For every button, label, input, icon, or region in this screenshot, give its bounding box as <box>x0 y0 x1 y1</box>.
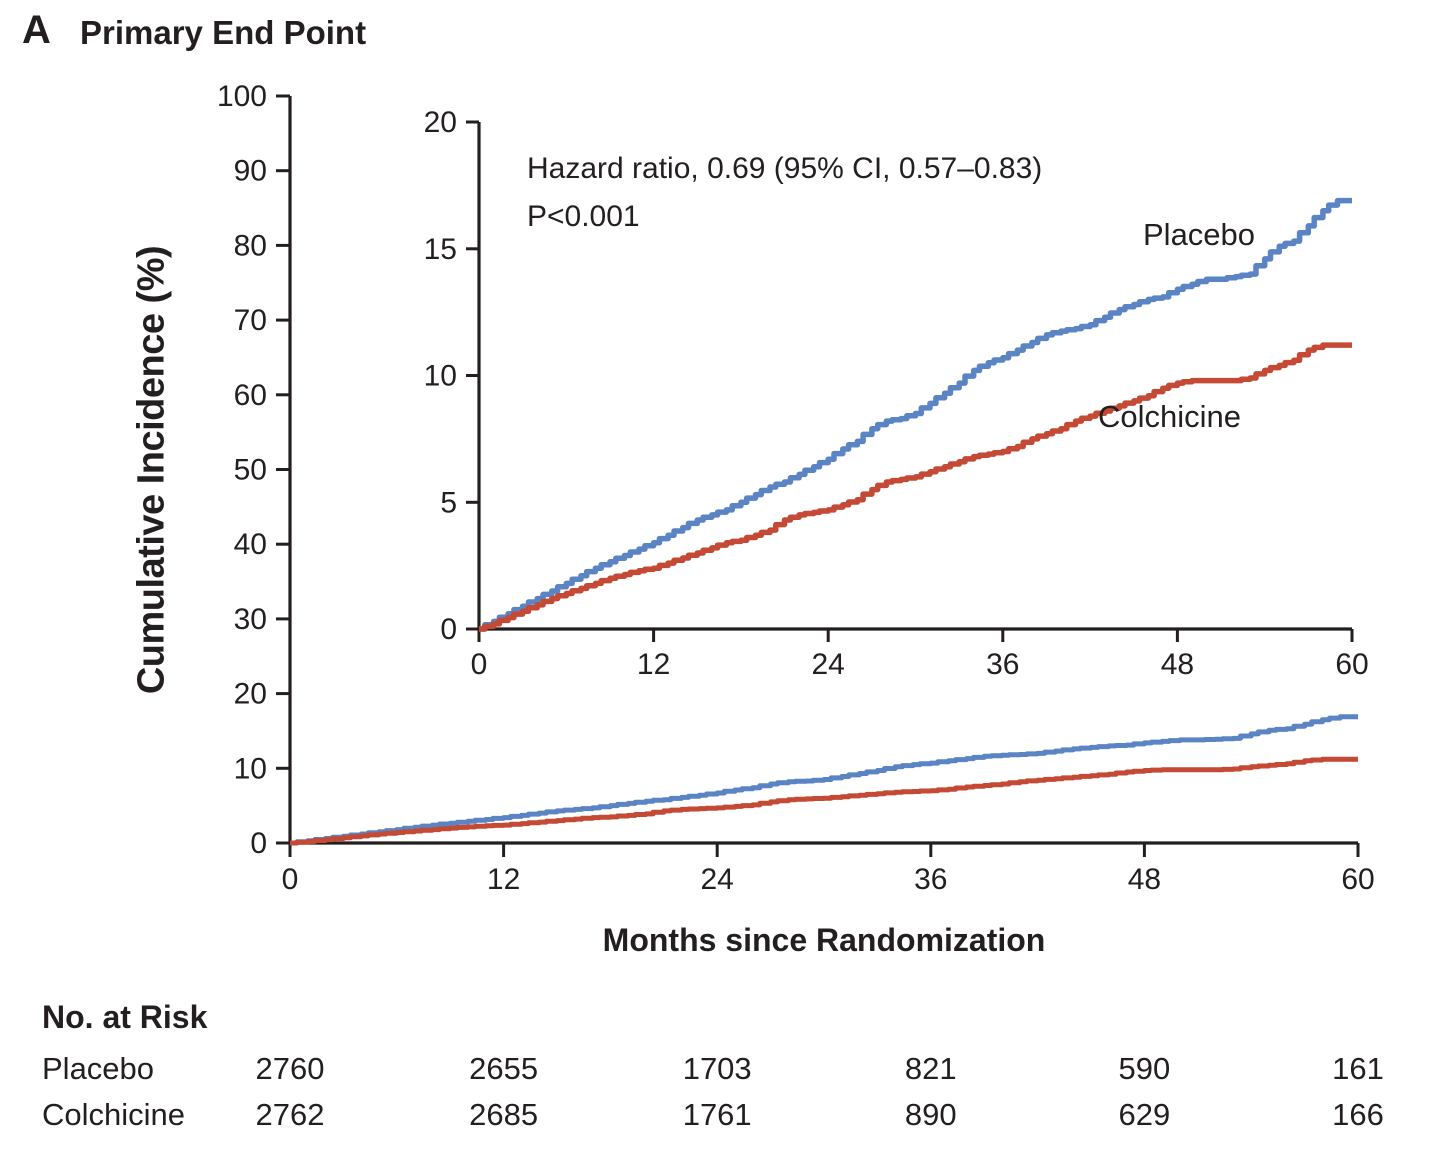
main-y-tick-label: 30 <box>234 603 267 636</box>
inset-y-tick-label: 0 <box>440 613 457 646</box>
placebo-curve-main <box>290 714 1358 846</box>
risk-value-placebo-month-12: 2655 <box>469 1051 539 1086</box>
main-x-tick-label: 12 <box>487 863 520 896</box>
main-y-tick-label: 10 <box>234 752 267 785</box>
risk-row-label-placebo: Placebo <box>42 1051 155 1086</box>
main-x-tick-label: 48 <box>1128 863 1161 896</box>
colchicine-series-label: Colchicine <box>1098 399 1242 434</box>
main-y-tick-label: 100 <box>217 80 267 113</box>
panel-label: A <box>22 8 51 52</box>
inset-x-tick-label: 24 <box>812 648 845 681</box>
main-y-tick-label: 20 <box>234 678 267 711</box>
risk-value-placebo-month-24: 1703 <box>682 1051 752 1086</box>
hazard-ratio-line: Hazard ratio, 0.69 (95% CI, 0.57–0.83) <box>527 152 1043 185</box>
risk-value-colchicine-month-0: 2762 <box>255 1097 325 1132</box>
inset-y-tick-label: 20 <box>424 106 457 139</box>
colchicine-curve-main <box>290 756 1358 846</box>
risk-value-colchicine-month-60: 166 <box>1332 1097 1384 1132</box>
inset-x-tick-label: 36 <box>986 648 1019 681</box>
inset-x-tick-label: 0 <box>471 648 488 681</box>
main-x-tick-label: 0 <box>282 863 299 896</box>
main-x-tick-label: 36 <box>914 863 947 896</box>
risk-value-colchicine-month-36: 890 <box>904 1097 957 1132</box>
inset-x-tick-label: 48 <box>1161 648 1194 681</box>
risk-value-colchicine-month-12: 2685 <box>469 1097 539 1132</box>
main-x-tick-label: 60 <box>1341 863 1374 896</box>
main-x-tick-label: 24 <box>701 863 734 896</box>
risk-value-placebo-month-60: 161 <box>1332 1051 1384 1086</box>
main-y-tick-label: 90 <box>234 155 267 188</box>
inset-y-tick-label: 15 <box>424 233 457 266</box>
placebo-curve-inset <box>479 197 1352 632</box>
main-y-tick-label: 60 <box>234 379 267 412</box>
risk-value-placebo-month-48: 590 <box>1118 1051 1171 1086</box>
inset-x-tick-label: 12 <box>637 648 670 681</box>
risk-value-colchicine-month-24: 1761 <box>682 1097 752 1132</box>
inset-x-tick-label: 60 <box>1335 648 1368 681</box>
risk-value-placebo-month-0: 2760 <box>255 1051 325 1086</box>
main-x-axis-title: Months since Randomization <box>602 922 1046 958</box>
main-y-tick-label: 80 <box>234 229 267 262</box>
main-y-tick-label: 40 <box>234 528 267 561</box>
inset-y-tick-label: 10 <box>424 360 457 393</box>
panel-title: Primary End Point <box>80 14 367 51</box>
main-y-tick-label: 50 <box>234 454 267 487</box>
main-y-tick-label: 70 <box>234 304 267 337</box>
risk-row-label-colchicine: Colchicine <box>42 1097 186 1132</box>
risk-table-header: No. at Risk <box>42 999 208 1035</box>
p-value-line: P<0.001 <box>527 200 640 233</box>
main-y-tick-label: 0 <box>250 827 267 860</box>
risk-value-colchicine-month-48: 629 <box>1118 1097 1171 1132</box>
risk-value-placebo-month-36: 821 <box>904 1051 957 1086</box>
colchicine-curve-inset <box>479 342 1352 632</box>
inset-y-tick-label: 5 <box>440 486 457 519</box>
placebo-series-label: Placebo <box>1143 217 1256 252</box>
hazard-ratio-annotation: Hazard ratio, 0.69 (95% CI, 0.57–0.83) P… <box>527 145 1042 241</box>
